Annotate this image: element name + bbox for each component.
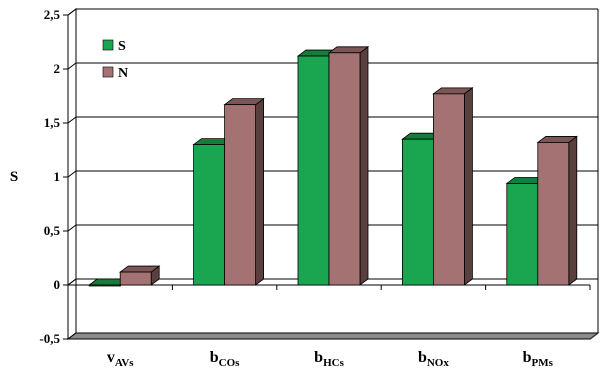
bar — [118, 265, 161, 286]
chart-floor — [66, 332, 600, 340]
gridline-side — [67, 224, 77, 232]
bar-side — [255, 97, 265, 286]
gridline-side — [67, 62, 77, 70]
legend-label: S — [118, 39, 126, 54]
bar — [327, 45, 370, 286]
bar-front — [537, 142, 570, 286]
bar — [432, 87, 474, 286]
bar-front — [193, 144, 226, 286]
legend-item: N — [102, 66, 128, 81]
x-axis: vAVs bCOs bHCs bNOx bPMs — [67, 278, 591, 369]
bar-front — [224, 104, 257, 286]
y-axis: -0,5 0 0,5 1 1,5 2 2,5 — [39, 7, 69, 346]
x-tick-label: bNOx — [418, 349, 449, 369]
gridline-side — [67, 170, 77, 178]
legend-item: S — [102, 39, 126, 54]
legend-swatch — [102, 66, 114, 78]
y-tick-label: 1 — [54, 169, 61, 184]
bar — [505, 176, 547, 286]
y-tick-label: -0,5 — [39, 331, 60, 346]
bar-front — [401, 138, 434, 286]
x-tick-label: bPMs — [523, 349, 554, 369]
floor-edge — [590, 333, 598, 340]
x-tick-label: bHCs — [314, 349, 344, 369]
y-axis-label: S — [10, 169, 18, 185]
y-tick-label: 2,5 — [44, 7, 61, 22]
gridline-side — [67, 8, 77, 16]
bar-front — [432, 93, 465, 286]
y-tick-label: 0,5 — [44, 223, 61, 238]
floor-slab — [66, 332, 600, 340]
bar-front — [119, 271, 152, 286]
bar-front — [506, 183, 539, 286]
y-tick-label: 2 — [54, 61, 61, 76]
bar-side — [463, 87, 473, 286]
y-tick-label: 0 — [54, 277, 61, 292]
bar-side — [568, 135, 578, 286]
legend-label: N — [118, 66, 128, 81]
legend: SN — [102, 39, 128, 81]
x-tick-label: vAVs — [107, 349, 134, 369]
bar-side — [359, 45, 369, 286]
legend-swatch — [102, 39, 114, 51]
y-tick-label: 1,5 — [44, 115, 61, 130]
bar-front — [88, 284, 121, 287]
x-tick-label: bCOs — [210, 349, 240, 369]
x-axis-side — [67, 278, 77, 286]
bar — [536, 135, 578, 286]
bars — [87, 45, 578, 287]
bar — [223, 97, 265, 286]
bar-front — [297, 55, 330, 286]
bar-front — [328, 52, 361, 286]
gridline-side — [67, 116, 77, 124]
